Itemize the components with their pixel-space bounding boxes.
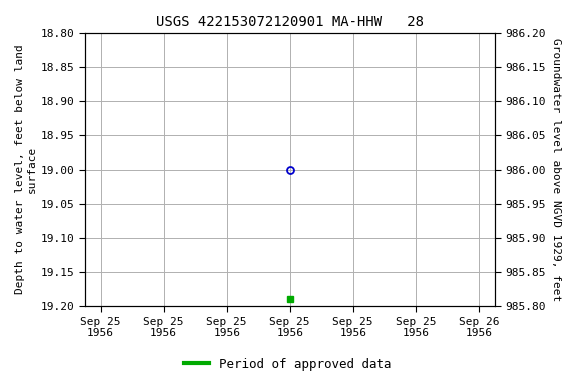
Legend: Period of approved data: Period of approved data	[179, 353, 397, 376]
Y-axis label: Groundwater level above NGVD 1929, feet: Groundwater level above NGVD 1929, feet	[551, 38, 561, 301]
Y-axis label: Depth to water level, feet below land
surface: Depth to water level, feet below land su…	[15, 45, 37, 295]
Title: USGS 422153072120901 MA-HHW   28: USGS 422153072120901 MA-HHW 28	[156, 15, 424, 29]
